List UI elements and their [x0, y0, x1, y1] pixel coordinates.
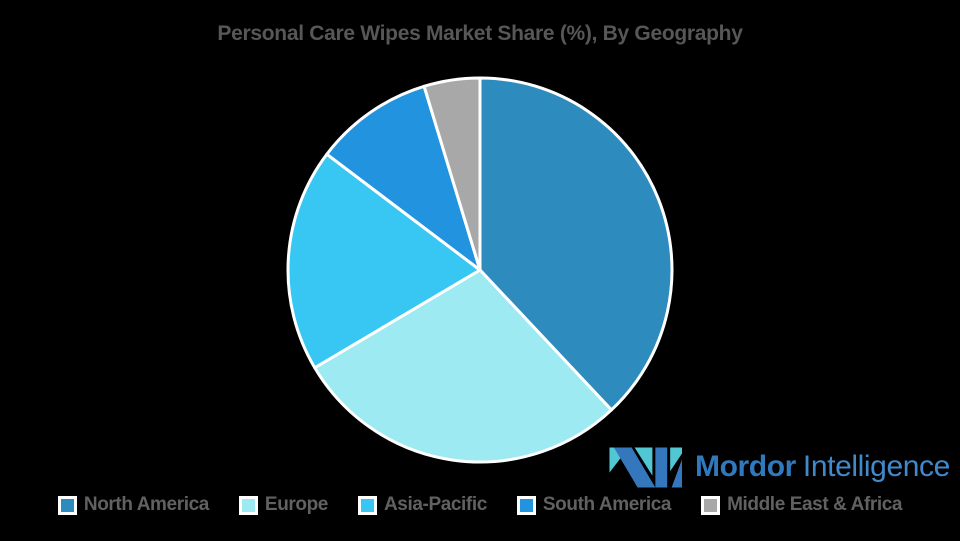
logo-text-mordor: Mordor	[695, 450, 796, 483]
pie-slice-europe	[313, 268, 613, 464]
legend-label: Europe	[264, 494, 328, 515]
legend-swatch-south-america	[516, 495, 536, 515]
legend-item-europe: Europe	[238, 494, 328, 516]
pie-slice-asia-pacific	[286, 152, 482, 370]
legend-swatch-asia-pacific	[357, 495, 377, 515]
logo-wordmark: Mordor Intelligence	[695, 450, 950, 484]
pie-slice-middle-east-africa	[422, 76, 482, 272]
legend-item-asia-pacific: Asia-Pacific	[357, 494, 487, 516]
legend-label: Middle East & Africa	[727, 494, 903, 515]
legend-item-south-america: South America	[516, 494, 672, 516]
legend: North America Europe Asia-Pacific South …	[0, 494, 960, 516]
legend-label: North America	[83, 494, 209, 515]
mordor-intelligence-logo: Mordor Intelligence	[608, 441, 950, 493]
pie-slice-south-america	[325, 84, 482, 272]
legend-label: South America	[542, 494, 672, 515]
pie-chart	[286, 76, 674, 464]
mordor-logo-mark-icon	[609, 447, 682, 487]
pie-slice-north-america	[478, 76, 674, 412]
legend-item-middle-east-africa: Middle East & Africa	[701, 494, 903, 516]
legend-swatch-middle-east-africa	[701, 495, 721, 515]
logo-text-intelligence: Intelligence	[802, 450, 950, 483]
chart-title: Personal Care Wipes Market Share (%), By…	[217, 22, 743, 45]
legend-swatch-north-america	[57, 495, 77, 515]
legend-swatch-europe	[238, 495, 258, 515]
pie-chart-area	[283, 73, 677, 467]
legend-label: Asia-Pacific	[383, 494, 487, 515]
legend-item-north-america: North America	[57, 494, 209, 516]
